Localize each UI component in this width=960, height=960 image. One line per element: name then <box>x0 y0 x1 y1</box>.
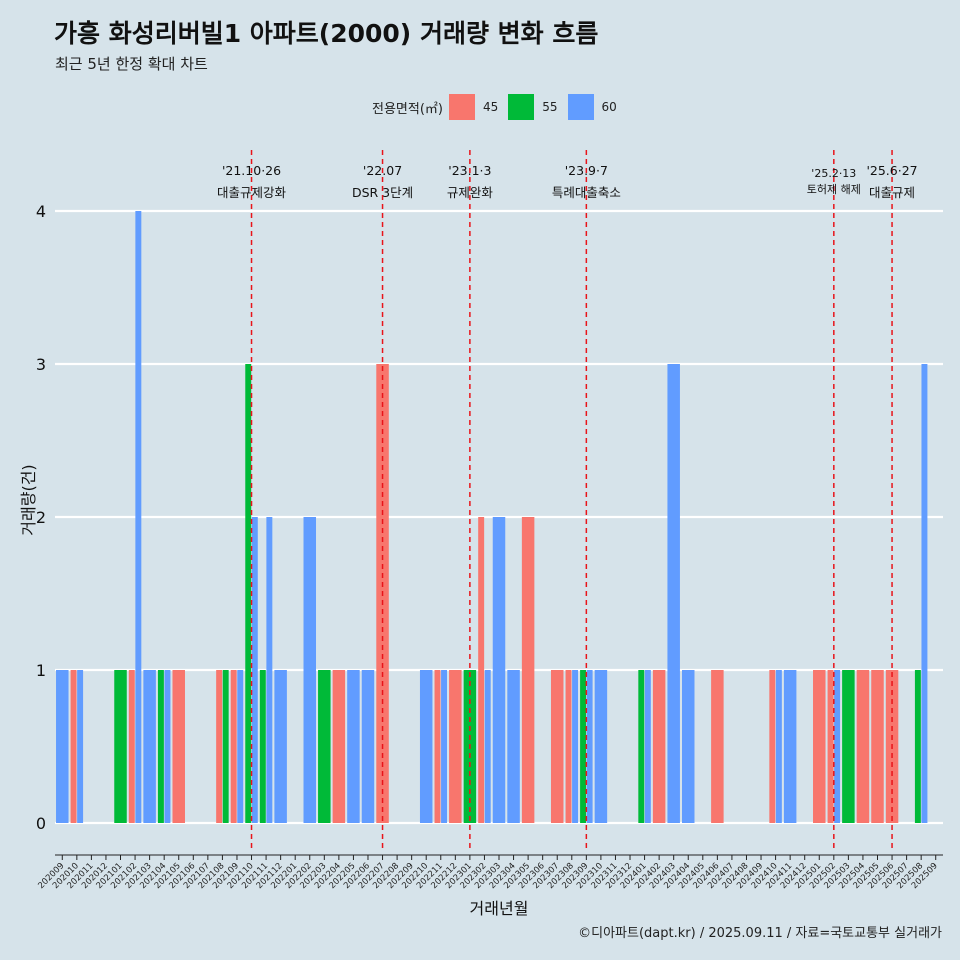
bar-202206-60 <box>361 670 375 823</box>
bar-202101-55 <box>114 670 127 823</box>
bar-202111-60 <box>266 517 273 823</box>
legend-label-55: 55 <box>542 100 558 114</box>
bar-202103-60 <box>143 670 156 823</box>
legend-label-45: 45 <box>482 100 499 114</box>
y-tick-label-3: 3 <box>36 355 46 374</box>
legend-label-60: 60 <box>601 100 617 114</box>
bar-202110-60 <box>251 517 258 823</box>
bar-202212-45 <box>449 670 462 823</box>
bar-202406-45 <box>711 670 724 823</box>
bar-202502-60 <box>834 670 841 823</box>
event-label-202207: DSR 3단계 <box>352 185 413 200</box>
event-date-202110: '21.10·26 <box>222 163 281 178</box>
bar-202310-60 <box>594 670 608 823</box>
legend-swatch-60 <box>567 94 594 120</box>
bar-202112-60 <box>274 670 287 823</box>
bar-202110-55 <box>245 364 252 823</box>
bar-202309-60 <box>586 670 593 823</box>
bar-202211-45 <box>434 670 441 823</box>
bar-202411-60 <box>783 670 797 823</box>
bar-202504-45 <box>856 670 870 823</box>
bar-202202-60 <box>303 517 317 823</box>
y-tick-label-4: 4 <box>36 202 46 221</box>
bar-202508-60 <box>921 364 928 823</box>
legend-item-60: 60 <box>567 94 623 120</box>
event-label-202309: 특례대출축소 <box>552 185 621 200</box>
chart-title: 가흥 화성리버빌1 아파트(2000) 거래량 변화 흐름 <box>54 19 599 48</box>
legend: 전용면적(㎡) 45 55 60 <box>372 92 627 122</box>
legend-title: 전용면적(㎡) <box>372 101 443 117</box>
bar-202302-60 <box>484 670 491 823</box>
bar-202211-60 <box>441 670 448 823</box>
event-date-202309: '23.9·7 <box>565 163 608 178</box>
bar-202401-60 <box>644 670 651 823</box>
bar-202503-55 <box>842 670 855 823</box>
bar-202105-45 <box>172 670 185 823</box>
bar-202505-45 <box>871 670 884 823</box>
bar-202109-45 <box>230 670 237 823</box>
bar-202108-55 <box>222 670 229 823</box>
legend-item-55: 55 <box>508 94 563 120</box>
y-axis-title: 거래량(건) <box>19 464 38 535</box>
bar-202501-45 <box>813 670 826 823</box>
bar-202204-45 <box>332 670 346 823</box>
bar-202309-55 <box>580 670 587 823</box>
bar-202305-45 <box>521 517 535 823</box>
bar-202403-60 <box>667 364 680 823</box>
bar-202502-45 <box>827 670 834 823</box>
bar-202304-60 <box>507 670 520 823</box>
bar-202205-60 <box>347 670 360 823</box>
bar-202010-45 <box>70 670 77 823</box>
bar-202210-60 <box>419 670 433 823</box>
event-label-202301: 규제완화 <box>447 185 494 200</box>
bar-202508-55 <box>914 670 921 823</box>
source-caption: ©디아파트(dapt.kr) / 2025.09.11 / 자료=국토교통부 실… <box>578 926 942 941</box>
event-date-202301: '23.1·3 <box>448 163 491 178</box>
bar-202102-45 <box>128 670 135 823</box>
bar-202109-60 <box>237 670 244 823</box>
event-label-202502: 토허제 해제 <box>807 182 861 196</box>
bar-202404-60 <box>681 670 695 823</box>
bar-202401-55 <box>638 670 645 823</box>
bar-202203-55 <box>318 670 331 823</box>
x-axis-title: 거래년월 <box>470 899 529 918</box>
bar-202102-60 <box>135 211 142 823</box>
bar-202104-55 <box>157 670 164 823</box>
event-date-202207: '22.07 <box>363 163 402 178</box>
bar-202402-45 <box>652 670 666 823</box>
y-tick-label-1: 1 <box>36 661 46 680</box>
legend-swatch-45 <box>448 94 475 120</box>
bar-202308-60 <box>572 670 579 823</box>
bar-202307-45 <box>550 670 564 823</box>
bar-202308-45 <box>565 670 572 823</box>
bar-202302-45 <box>478 517 485 823</box>
event-date-202506: '25.6·27 <box>866 163 917 178</box>
event-label-202506: 대출규제 <box>869 185 915 200</box>
event-label-202110: 대출규제강화 <box>217 185 287 200</box>
legend-swatch-55 <box>508 94 535 120</box>
bar-202410-60 <box>775 670 782 823</box>
y-tick-label-2: 2 <box>36 508 46 527</box>
bar-202104-60 <box>164 670 171 823</box>
bar-202410-45 <box>769 670 776 823</box>
bar-202303-60 <box>492 517 506 823</box>
bar-202111-55 <box>259 670 266 823</box>
bar-202108-45 <box>216 670 223 823</box>
chart-subtitle: 최근 5년 한정 확대 차트 <box>55 55 208 73</box>
event-date-202502: '25.2·13 <box>811 167 856 180</box>
bar-202009-60 <box>56 670 69 823</box>
legend-item-45: 45 <box>448 94 504 120</box>
bar-202010-60 <box>77 670 84 823</box>
y-tick-label-0: 0 <box>36 814 46 833</box>
